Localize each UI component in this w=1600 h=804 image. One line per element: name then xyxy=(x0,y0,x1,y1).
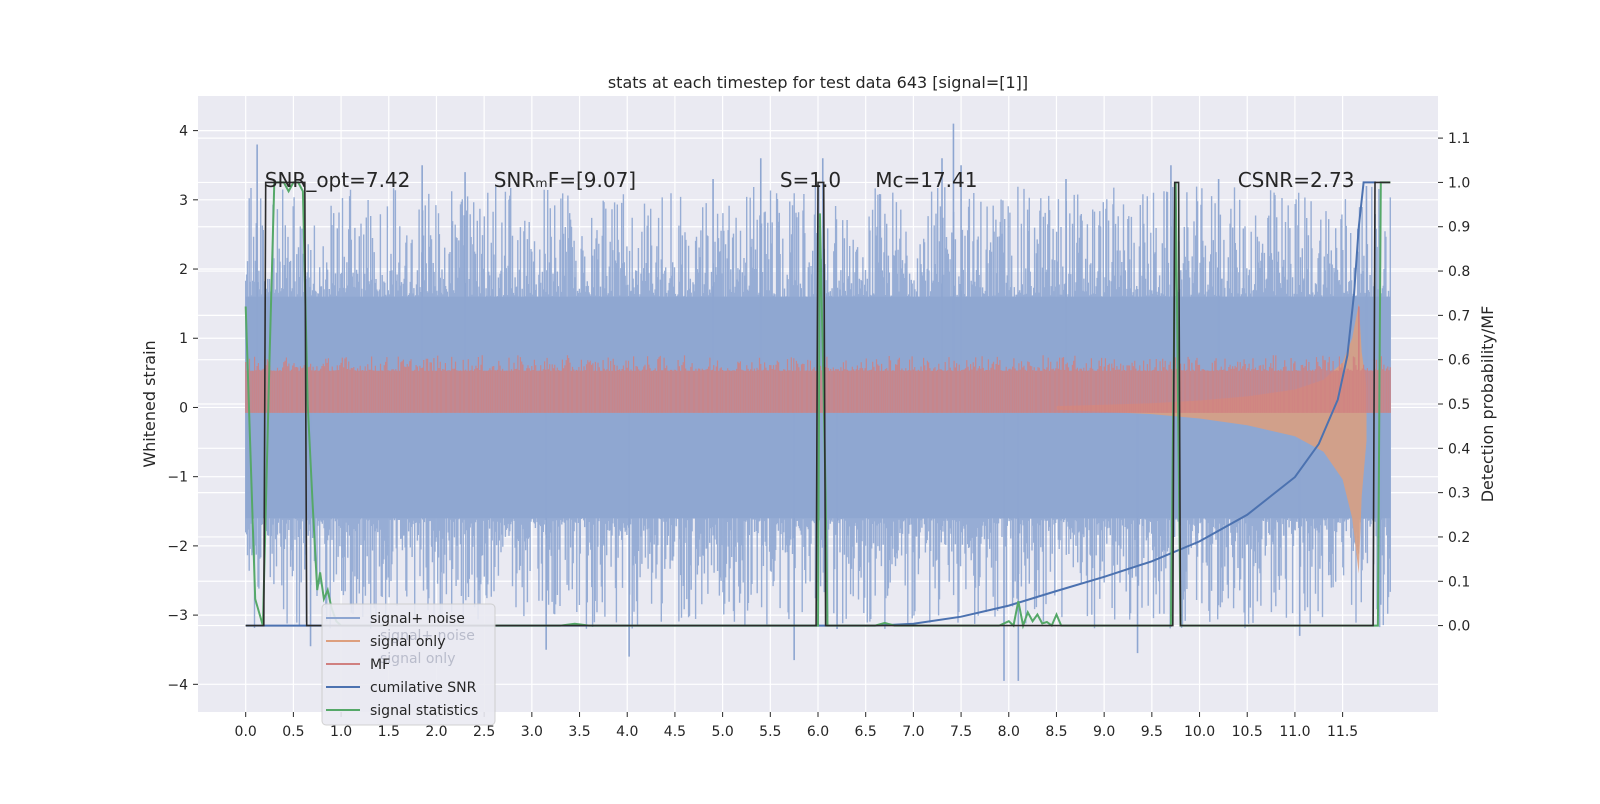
y-right-tick-label: 0.7 xyxy=(1448,308,1470,324)
legend-ghost-label: signal+ noise xyxy=(380,628,475,644)
x-tick-label: 2.0 xyxy=(425,724,447,740)
x-tick-label: 1.0 xyxy=(330,724,352,740)
x-tick-label: 0.0 xyxy=(235,724,257,740)
y-tick-label: −3 xyxy=(167,608,188,624)
legend-ghost-label: signal only xyxy=(380,651,455,667)
x-tick-label: 5.0 xyxy=(711,724,733,740)
y-tick-label: 4 xyxy=(179,124,188,140)
y-right-tick-label: 0.3 xyxy=(1448,486,1470,502)
y-right-tick-label: 1.1 xyxy=(1448,131,1470,147)
y-tick-label: −1 xyxy=(167,470,188,486)
annotations: SNR_opt=7.42 SNRₘF=[9.07] S=1.0 Mᴄ=17.41 CSN… xyxy=(265,168,1355,192)
series-line xyxy=(245,181,1391,627)
series-4 xyxy=(244,181,1391,630)
x-tick-label: 9.0 xyxy=(1093,724,1115,740)
x-tick-label: 11.0 xyxy=(1279,724,1310,740)
x-tick-label: 7.5 xyxy=(950,724,972,740)
x-tick-label: 3.0 xyxy=(521,724,543,740)
x-tick-label: 1.5 xyxy=(378,724,400,740)
y-right-tick-label: 0.6 xyxy=(1448,353,1470,369)
series-line xyxy=(244,181,1391,630)
y-right-tick-label: 0.8 xyxy=(1448,264,1470,280)
x-tick-label: 8.5 xyxy=(1045,724,1067,740)
series-1 xyxy=(1056,303,1367,574)
x-tick-label: 3.5 xyxy=(568,724,590,740)
y-tick-label: 3 xyxy=(179,193,188,209)
legend-label: signal statistics xyxy=(370,703,478,719)
y-tick-label: 2 xyxy=(179,262,188,278)
annotation-2: S=1.0 xyxy=(780,168,841,192)
x-tick-label: 2.5 xyxy=(473,724,495,740)
y-tick-label: 1 xyxy=(179,331,188,347)
mf-strokes xyxy=(245,355,1391,413)
y-right-tick-label: 0.9 xyxy=(1448,220,1470,236)
series-5 xyxy=(245,181,1391,627)
y-tick-label: −4 xyxy=(167,677,188,693)
axes: 0.0 0.5 1.0 1.5 2.0 2.5 3.0 3.5 4.0 4.5 5.0 5.5 6.0 6… xyxy=(167,124,1470,740)
chart-title: stats at each timestep for test data 643… xyxy=(608,73,1028,92)
x-tick-label: 8.0 xyxy=(998,724,1020,740)
x-tick-label: 11.5 xyxy=(1327,724,1358,740)
y-right-tick-label: 1.0 xyxy=(1448,175,1470,191)
x-tick-label: 6.0 xyxy=(807,724,829,740)
legend-label: MF xyxy=(370,657,390,673)
y-tick-label: −2 xyxy=(167,539,188,555)
y-right-tick-label: 0.5 xyxy=(1448,397,1470,413)
legend-frame xyxy=(321,603,496,726)
x-tick-label: 4.0 xyxy=(616,724,638,740)
y-right-tick-label: 0.4 xyxy=(1448,441,1470,457)
x-tick-label: 6.5 xyxy=(855,724,877,740)
y-axis-label-left: Whitened strain xyxy=(140,340,159,467)
series-2 xyxy=(245,306,1391,413)
annotation-0: SNR_opt=7.42 xyxy=(265,168,411,192)
annotation-4: CSNR=2.73 xyxy=(1238,168,1355,192)
series-line xyxy=(245,181,1376,627)
y-axis-label-right: Detection probability/MF xyxy=(1478,306,1497,503)
x-tick-label: 7.0 xyxy=(902,724,924,740)
series-3 xyxy=(245,181,1376,627)
y-right-tick-label: 0.0 xyxy=(1448,619,1470,635)
x-tick-label: 4.5 xyxy=(664,724,686,740)
x-tick-label: 0.5 xyxy=(282,724,304,740)
plot-area xyxy=(244,123,1391,681)
legend-label: signal only xyxy=(370,634,445,650)
x-tick-label: 9.5 xyxy=(1141,724,1163,740)
x-tick-label: 5.5 xyxy=(759,724,781,740)
legend-label: cumilative SNR xyxy=(370,680,477,696)
legend-label: signal+ noise xyxy=(370,611,465,627)
chirp-envelope xyxy=(1056,303,1367,574)
y-right-tick-label: 0.1 xyxy=(1448,574,1470,590)
y-right-tick-label: 0.2 xyxy=(1448,530,1470,546)
x-tick-label: 10.0 xyxy=(1184,724,1215,740)
annotation-3: Mᴄ=17.41 xyxy=(875,168,977,192)
y-tick-label: 0 xyxy=(179,400,188,416)
x-tick-label: 10.5 xyxy=(1232,724,1263,740)
annotation-1: SNRₘF=[9.07] xyxy=(494,168,636,192)
